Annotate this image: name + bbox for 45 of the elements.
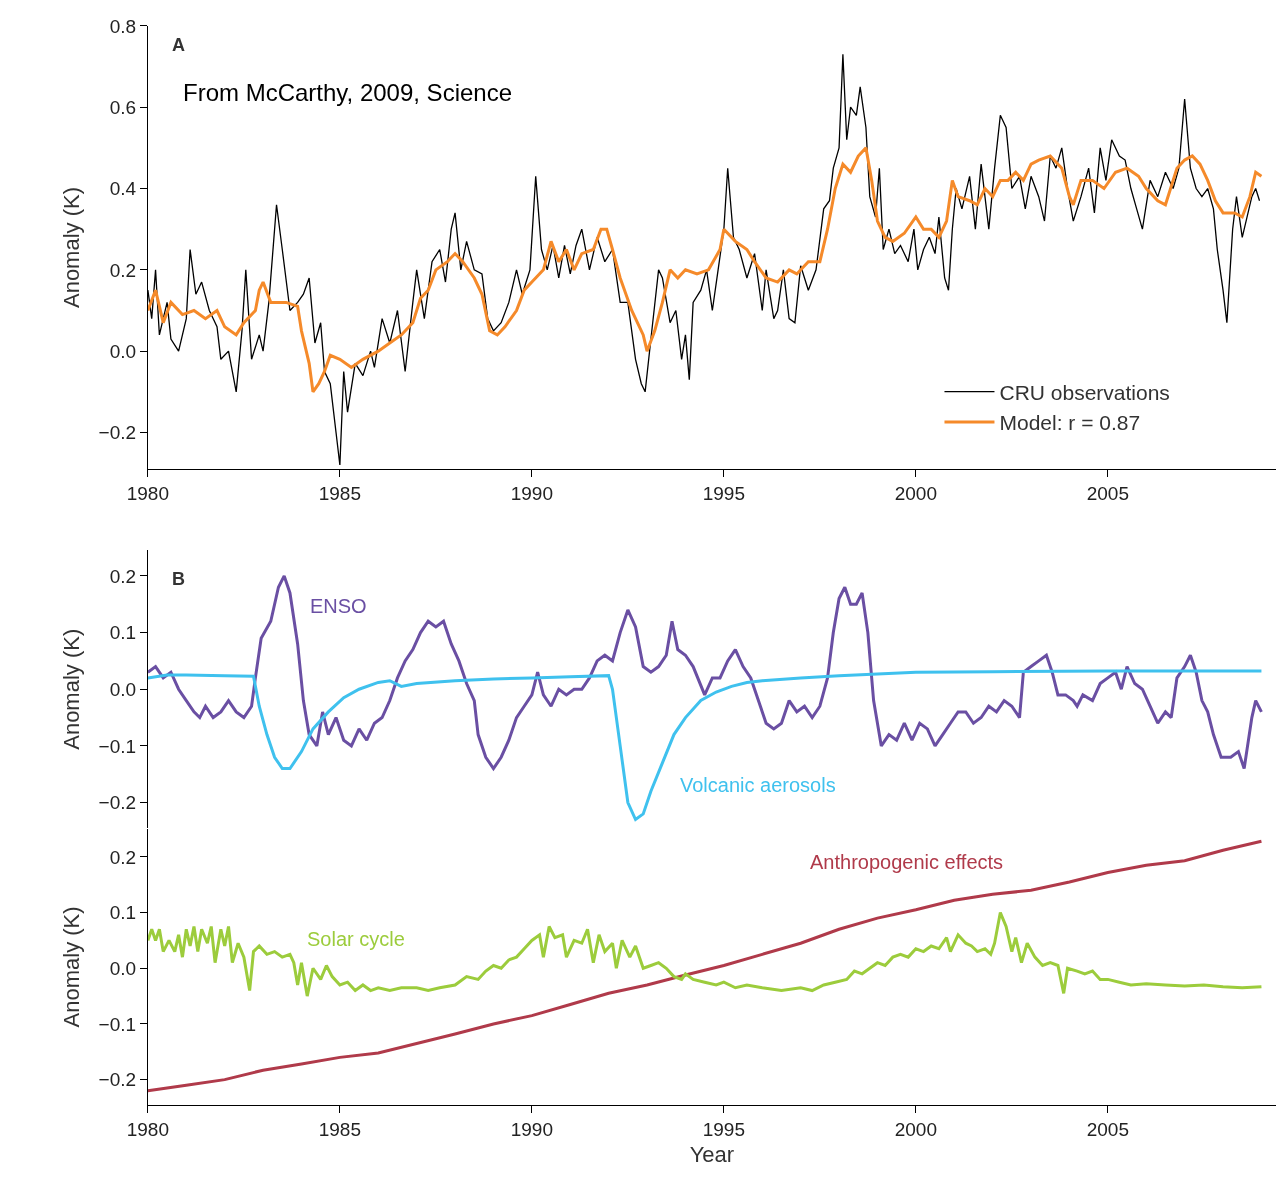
x-tick-label: 1990 xyxy=(510,482,554,504)
x-tick-label: 2000 xyxy=(894,482,937,504)
x-tick-label: 1985 xyxy=(318,482,362,504)
series-label: Solar cycle xyxy=(307,928,405,950)
x-tick-label: 2005 xyxy=(1086,482,1129,504)
y-tick-label: 0.8 xyxy=(109,15,137,37)
line-series xyxy=(147,911,1263,998)
y-tick-label: 0.2 xyxy=(109,259,137,281)
y-tick-label: −0.2 xyxy=(98,1069,137,1091)
y-tick-label: 0.1 xyxy=(109,622,137,644)
line-series xyxy=(147,669,1263,822)
y-tick-label: 0.0 xyxy=(109,957,137,979)
y-axis-title: Anomaly (K) xyxy=(59,186,85,309)
y-tick-label: −0.2 xyxy=(98,422,137,444)
series-label: Anthropogenic effects xyxy=(810,851,1004,873)
y-tick-label: 0.4 xyxy=(109,178,137,200)
y-tick-label: 0.2 xyxy=(109,565,137,587)
series-label: ENSO xyxy=(310,595,367,617)
annotation: From McCarthy, 2009, Science xyxy=(183,79,513,106)
x-tick-label: 2000 xyxy=(894,1118,937,1140)
y-axis-title: Anomaly (K) xyxy=(59,906,85,1028)
series-label: Volcanic aerosols xyxy=(680,774,836,796)
x-tick-label: 1995 xyxy=(702,482,745,504)
x-tick-label: 1980 xyxy=(126,482,170,504)
x-axis-title: Year xyxy=(689,1142,735,1168)
y-tick-label: 0.1 xyxy=(109,902,137,924)
x-tick-label: 1980 xyxy=(126,1118,170,1140)
x-tick-label: 1995 xyxy=(702,1118,745,1140)
y-tick-label: 0.0 xyxy=(109,678,137,700)
y-tick-label: −0.2 xyxy=(98,792,137,814)
annotation: A xyxy=(172,35,185,55)
y-tick-label: 0.6 xyxy=(109,96,137,118)
y-tick-label: 0.2 xyxy=(109,846,137,868)
legend-label: Model: r = 0.87 xyxy=(999,411,1141,435)
annotation: B xyxy=(172,569,185,589)
y-tick-label: −0.1 xyxy=(98,1013,137,1035)
x-tick-label: 1985 xyxy=(318,1118,362,1140)
x-tick-label: 2005 xyxy=(1086,1118,1129,1140)
y-tick-label: 0.0 xyxy=(109,340,137,362)
x-tick-label: 1990 xyxy=(510,1118,554,1140)
legend-label: CRU observations xyxy=(999,380,1170,404)
y-axis-title: Anomaly (K) xyxy=(59,628,85,750)
y-tick-label: −0.1 xyxy=(98,735,137,757)
line-series xyxy=(147,574,1263,771)
line-series xyxy=(147,839,1263,1093)
